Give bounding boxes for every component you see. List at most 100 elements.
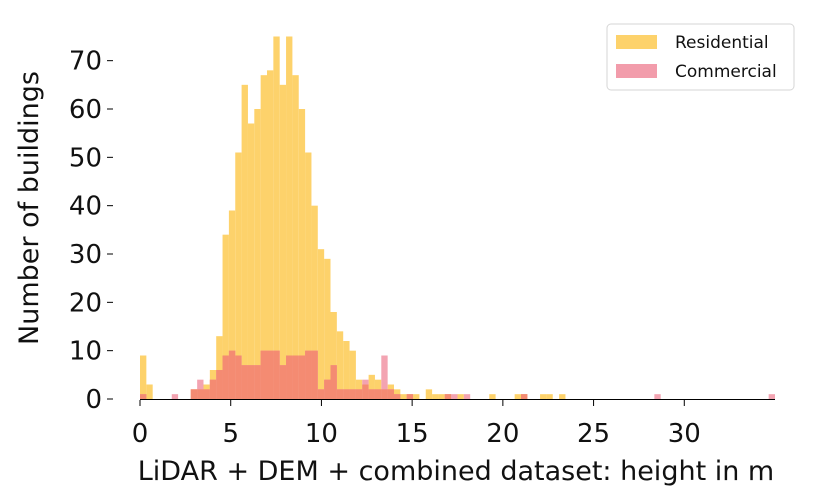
y-tick-label: 50 — [69, 143, 102, 173]
bar-overlap — [374, 389, 382, 399]
bar-overlap — [140, 394, 147, 399]
bar-residential — [273, 36, 280, 399]
bar-residential — [222, 234, 229, 399]
y-tick-label: 30 — [69, 240, 102, 270]
y-tick-label: 40 — [69, 192, 102, 222]
bar-overlap — [324, 379, 331, 399]
bar-residential — [400, 394, 407, 399]
bar-overlap — [311, 350, 318, 399]
bar-residential — [279, 84, 287, 399]
x-axis-title: LiDAR + DEM + combined dataset: height i… — [138, 456, 774, 487]
bar-commercial — [768, 394, 775, 399]
bar-overlap — [235, 355, 242, 399]
bar-overlap — [190, 389, 198, 399]
bar-overlap — [406, 394, 414, 399]
bar-residential — [413, 394, 420, 399]
y-axis-title: Number of buildings — [14, 71, 45, 345]
bar-overlap — [273, 350, 280, 399]
plot-area — [140, 36, 775, 400]
bar-overlap — [197, 389, 204, 399]
bar-commercial — [654, 394, 661, 399]
y-tick-label: 0 — [85, 385, 102, 415]
bar-residential — [216, 336, 223, 399]
bar-overlap — [349, 389, 356, 399]
bar-residential — [260, 75, 267, 400]
bar-commercial — [463, 394, 471, 399]
bar-overlap — [209, 379, 217, 399]
bar-residential — [235, 152, 242, 399]
bar-overlap — [247, 365, 255, 399]
legend: Residential Commercial — [606, 23, 795, 91]
x-tick-label: 10 — [305, 419, 338, 449]
bar-residential — [241, 84, 248, 399]
bar-residential — [286, 36, 293, 399]
bar-residential — [140, 355, 147, 399]
bar-overlap — [305, 350, 312, 399]
legend-label: Commercial — [675, 62, 777, 82]
bar-residential — [425, 389, 433, 399]
bar-residential — [438, 394, 445, 399]
bar-residential — [343, 341, 350, 399]
y-axis: 0 10 20 30 40 50 60 70 — [69, 47, 113, 415]
bar-overlap — [521, 394, 528, 399]
y-tick-label: 10 — [69, 337, 102, 367]
bar-commercial — [171, 394, 179, 399]
legend-swatch — [616, 64, 657, 78]
bar-residential — [559, 394, 566, 399]
x-tick-label: 25 — [577, 419, 610, 449]
bar-overlap — [336, 389, 344, 399]
bar-residential — [394, 389, 401, 399]
y-tick-label: 70 — [69, 47, 102, 77]
bar-residential — [317, 249, 325, 399]
bar-overlap — [292, 355, 299, 399]
bar-commercial — [381, 355, 388, 399]
x-tick-label: 20 — [486, 419, 519, 449]
bar-overlap — [286, 355, 293, 399]
bar-residential — [330, 312, 337, 399]
bar-overlap — [343, 389, 350, 399]
bar-overlap — [394, 394, 401, 399]
bar-overlap — [254, 365, 261, 399]
bar-overlap — [317, 389, 325, 399]
x-tick-label: 15 — [396, 419, 429, 449]
bar-residential — [292, 75, 299, 400]
bar-residential — [305, 152, 312, 399]
bar-overlap — [260, 350, 267, 399]
bar-overlap — [267, 350, 274, 399]
bar-residential — [267, 70, 274, 399]
bar-residential — [457, 394, 464, 399]
bar-residential — [324, 258, 331, 399]
bar-overlap — [241, 365, 248, 399]
x-axis: 0 5 10 15 20 25 30 — [132, 399, 775, 449]
legend-label: Residential — [675, 33, 769, 53]
bar-overlap — [381, 389, 388, 399]
bar-residential — [489, 394, 496, 399]
bar-residential — [368, 374, 375, 399]
bar-overlap — [368, 389, 375, 399]
bar-overlap — [362, 384, 369, 399]
x-tick-label: 30 — [668, 419, 701, 449]
bar-residential — [546, 394, 553, 399]
series-residential — [140, 36, 566, 400]
bar-residential — [336, 331, 344, 399]
bar-residential — [228, 210, 236, 399]
bar-residential — [349, 350, 356, 399]
bar-overlap — [279, 365, 287, 399]
legend-swatch — [616, 35, 657, 49]
bar-overlap — [222, 355, 229, 399]
bar-residential — [540, 394, 547, 399]
bar-overlap — [216, 370, 223, 399]
bar-residential — [146, 384, 153, 399]
bar-residential — [254, 109, 261, 399]
bar-residential — [432, 394, 439, 399]
x-tick-label: 5 — [222, 419, 239, 449]
bar-residential — [311, 205, 318, 399]
y-tick-label: 60 — [69, 95, 102, 125]
bar-residential — [247, 123, 255, 399]
bar-overlap — [444, 394, 452, 399]
bar-overlap — [228, 350, 236, 399]
bar-overlap — [387, 389, 394, 399]
series-overlap — [140, 350, 528, 399]
bar-commercial — [451, 394, 458, 399]
